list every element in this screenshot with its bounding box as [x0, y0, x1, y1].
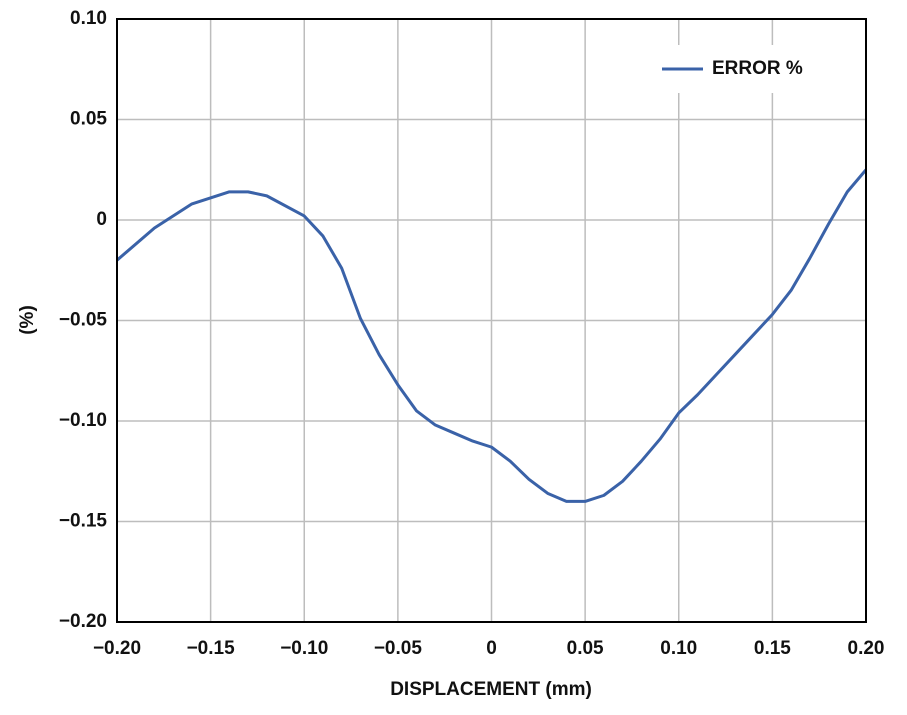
legend-label: ERROR %: [712, 58, 803, 79]
x-tick-label: −0.15: [187, 638, 236, 659]
x-tick-label: −0.10: [280, 638, 328, 659]
y-tick-label: 0.10: [70, 8, 107, 29]
data-line: [116, 168, 868, 503]
x-tick-label: 0.15: [754, 638, 791, 659]
y-tick-label: −0.15: [59, 511, 108, 532]
y-tick-label: −0.05: [59, 310, 108, 331]
x-tick-label: 0: [486, 638, 497, 659]
x-tick-label: −0.05: [374, 638, 423, 659]
x-tick-label: 0.05: [567, 638, 604, 659]
x-tick-label: 0.10: [660, 638, 697, 659]
y-axis-title: (%): [17, 305, 38, 335]
y-tick-label: −0.10: [59, 410, 107, 431]
y-tick-label: −0.20: [59, 611, 107, 632]
x-axis-title: DISPLACEMENT (mm): [390, 679, 592, 700]
y-tick-label: 0: [96, 209, 107, 230]
x-tick-label: −0.20: [93, 638, 141, 659]
plot-frame: [116, 18, 867, 623]
y-tick-label: 0.05: [70, 109, 107, 130]
x-tick-label: 0.20: [848, 638, 885, 659]
